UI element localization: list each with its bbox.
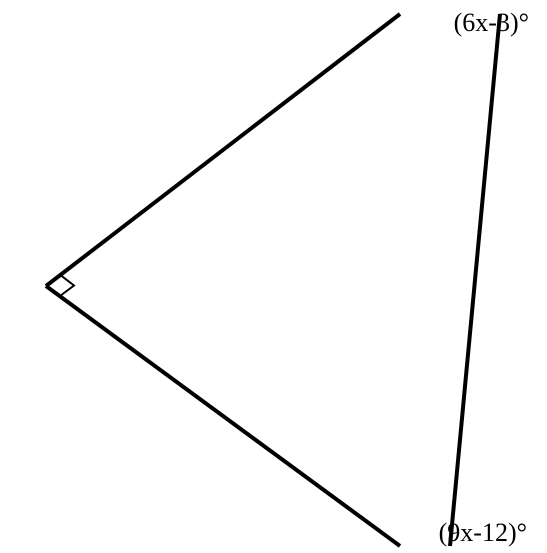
- edge-bottom-left: [46, 286, 400, 546]
- quadrilateral-diagram: (6x-3)° (9x-12)°: [0, 0, 547, 548]
- top-angle-label: (6x-3)°: [454, 8, 529, 38]
- edge-top-left: [46, 14, 400, 286]
- right-angle-marker: [60, 275, 74, 296]
- edge-right: [450, 14, 500, 546]
- bottom-angle-label: (9x-12)°: [439, 518, 527, 548]
- geometry-svg: [0, 0, 547, 548]
